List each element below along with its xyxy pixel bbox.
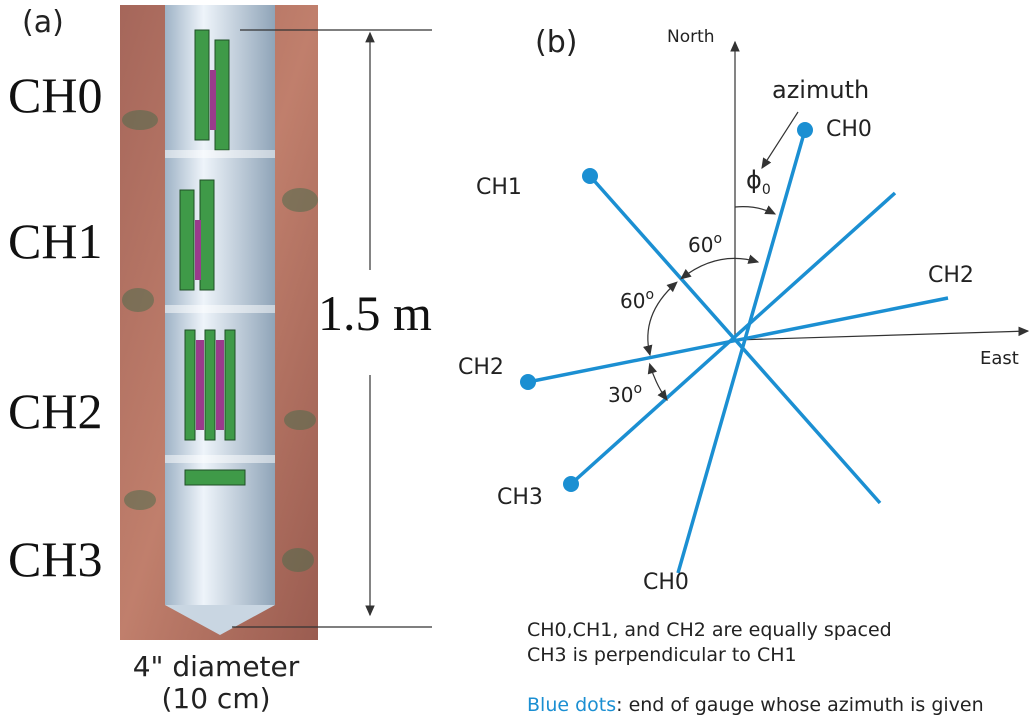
angle-arcs [648, 112, 798, 400]
diameter-label: (10 cm) [161, 682, 270, 715]
channel-labels: CH0 CH1 CH2 CH3 [8, 67, 102, 587]
gauge-label: CH0 [826, 117, 872, 142]
north-label: North [667, 27, 715, 47]
note: CH3 is perpendicular to CH1 [527, 644, 797, 666]
gauge-label: CH3 [497, 485, 543, 510]
gauge-label: CH2 [458, 355, 504, 380]
gauge-illustration [120, 5, 318, 640]
gauge-label: CH2 [928, 263, 974, 288]
channel-label: CH2 [8, 383, 102, 439]
phi-label: ϕ0 [746, 166, 771, 198]
east-label: East [980, 348, 1019, 369]
length-label: 1.5 m [318, 285, 432, 341]
panel-label: (b) [535, 25, 577, 60]
channel-label: CH1 [8, 213, 102, 269]
angle-label: 60o [688, 231, 722, 257]
figure: (a) CH0 CH1 CH2 CH3 1.5 m 4" diameter (1… [0, 0, 1032, 719]
panel-label: (a) [22, 5, 64, 40]
angle-label: 60o [620, 287, 654, 313]
gauge-label: CH0 [643, 570, 689, 595]
angle-label: 30o [608, 381, 642, 407]
note: CH0,CH1, and CH2 are equally spaced [527, 619, 892, 641]
gauge-lines [520, 122, 948, 573]
channel-label: CH3 [8, 531, 102, 587]
legend: Blue dots: end of gauge whose azimuth is… [527, 694, 984, 716]
channel-label: CH0 [8, 67, 102, 123]
gauge-label: CH1 [476, 175, 522, 200]
azimuth-label: azimuth [772, 76, 869, 104]
diameter-label: 4" diameter [133, 650, 300, 683]
